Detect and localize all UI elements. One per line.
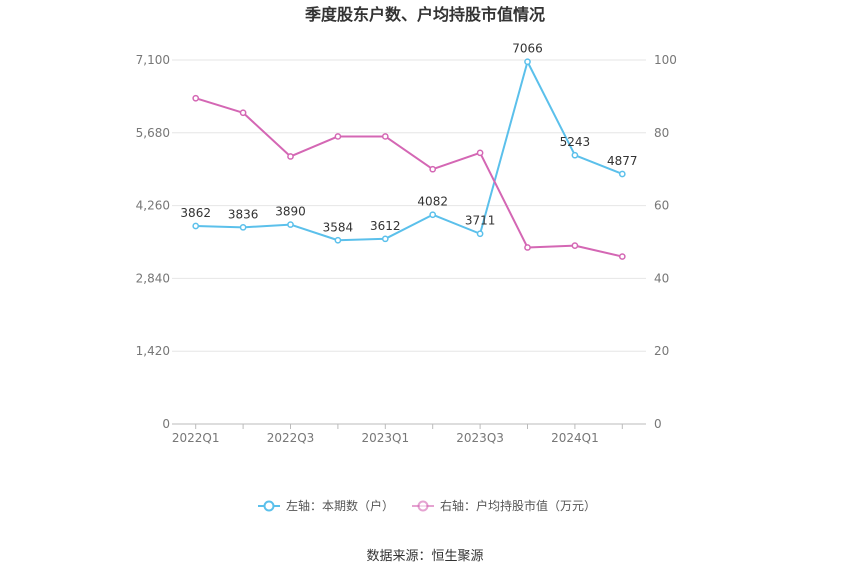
series-2-point xyxy=(476,149,484,157)
series-1-point xyxy=(239,223,247,231)
series-1-point xyxy=(192,222,200,230)
source-note: 数据来源：恒生聚源 xyxy=(366,549,483,564)
series-1-point xyxy=(287,221,294,228)
series-1-point xyxy=(429,211,437,219)
series-2-point xyxy=(524,244,531,251)
x-tick-label: 2024Q1 xyxy=(551,431,599,445)
series-2-point xyxy=(571,242,579,249)
series-line-1 xyxy=(195,60,623,242)
y-left-tick-label: 0 xyxy=(162,417,170,431)
series-1-point xyxy=(571,151,579,159)
x-tick-label: 2022Q3 xyxy=(267,431,315,445)
left-axis: 0 1,420 2,840 4,260 5,680 7,100 xyxy=(136,53,170,431)
data-label: 3862 xyxy=(180,206,211,220)
y-left-tick-label: 5,680 xyxy=(136,126,170,140)
x-axis: 2022Q1 2022Q3 2023Q1 2023Q3 2024Q1 xyxy=(172,423,646,445)
x-tick-label: 2022Q1 xyxy=(172,431,220,445)
legend-swatch-marker xyxy=(417,500,429,512)
data-label: 3612 xyxy=(370,219,401,233)
series-2-point xyxy=(618,253,626,260)
series-1-point xyxy=(381,235,389,243)
y-left-tick-label: 4,260 xyxy=(136,199,170,213)
chart-title: 季度股东户数、户均持股市值情况 xyxy=(304,5,545,24)
series-line-2 xyxy=(195,97,623,258)
x-tick-label: 2023Q1 xyxy=(361,431,409,445)
series-2-point xyxy=(381,133,389,140)
y-left-tick-label: 2,840 xyxy=(136,271,170,285)
y-right-tick-label: 100 xyxy=(654,53,677,67)
data-label: 3890 xyxy=(275,205,306,219)
series-1-point xyxy=(476,230,484,238)
data-label: 3711 xyxy=(465,214,496,228)
data-label: 7066 xyxy=(512,42,543,56)
series-1-point xyxy=(334,236,342,244)
series-2-point xyxy=(192,94,200,102)
legend-swatch-marker xyxy=(263,500,275,512)
legend[interactable]: 左轴：本期数（户） 右轴：户均持股市值（万元） xyxy=(258,498,596,513)
series-1-point xyxy=(618,170,626,178)
y-left-tick-label: 1,420 xyxy=(136,344,170,358)
legend-item-label: 左轴：本期数（户） xyxy=(286,498,394,513)
data-label: 3584 xyxy=(323,220,354,234)
y-left-tick-label: 7,100 xyxy=(136,53,170,67)
series-group: 3862 3836 3890 3584 3612 4082 3711 7066 5243 4877 xyxy=(180,42,638,260)
y-right-tick-label: 40 xyxy=(654,271,669,285)
x-tick-label: 2023Q3 xyxy=(456,431,504,445)
data-label: 3836 xyxy=(228,207,259,221)
data-label: 4082 xyxy=(417,195,448,209)
data-label: 4877 xyxy=(607,154,638,168)
y-right-tick-label: 60 xyxy=(654,199,669,213)
legend-item-label: 右轴：户均持股市值（万元） xyxy=(440,498,596,513)
right-axis: 0 20 40 60 80 100 xyxy=(654,53,677,431)
series-2-point xyxy=(429,165,437,173)
data-label: 5243 xyxy=(560,135,591,149)
y-right-tick-label: 20 xyxy=(654,344,669,358)
series-2-point xyxy=(287,153,294,160)
series-2-point xyxy=(239,109,247,117)
y-right-tick-label: 80 xyxy=(654,126,669,140)
y-right-tick-label: 0 xyxy=(654,417,662,431)
series-2-point xyxy=(334,133,342,140)
series-1-point xyxy=(524,58,531,66)
